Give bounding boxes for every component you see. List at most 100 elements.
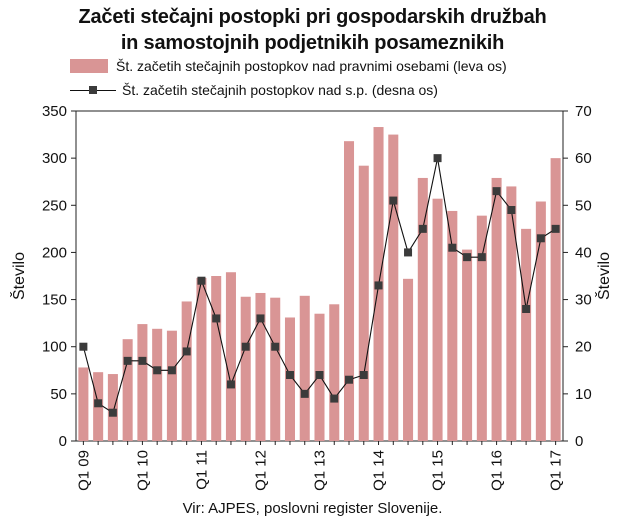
line-point xyxy=(271,342,280,351)
bar xyxy=(284,317,296,441)
x-tick-label: Q1 17 xyxy=(548,450,565,491)
bar xyxy=(137,324,148,441)
left-y-tick-label: 300 xyxy=(42,150,67,167)
line-point xyxy=(507,206,516,214)
line-point xyxy=(212,314,221,323)
bar xyxy=(329,304,340,441)
line-point xyxy=(418,224,427,233)
left-axis-title: Število xyxy=(9,252,28,300)
legend-bar-swatch xyxy=(70,59,108,73)
line-point xyxy=(477,253,486,262)
bar xyxy=(107,374,118,441)
line-point xyxy=(522,305,531,313)
bar xyxy=(270,297,281,441)
line-point xyxy=(359,371,368,379)
line-point xyxy=(79,342,88,351)
line-point xyxy=(536,234,545,243)
line-point xyxy=(404,248,413,257)
bar xyxy=(476,215,487,441)
line-point xyxy=(153,366,162,375)
line-point xyxy=(108,408,117,417)
source-note: Vir: AJPES, poslovni register Slovenije. xyxy=(182,500,443,517)
line-point xyxy=(345,375,354,384)
legend-line-marker xyxy=(89,86,97,94)
line-point xyxy=(182,347,191,356)
left-y-tick-label: 250 xyxy=(42,197,67,214)
bar xyxy=(299,295,310,441)
x-tick-label: Q1 12 xyxy=(252,450,269,491)
bar xyxy=(240,296,251,441)
right-y-tick-label: 60 xyxy=(575,150,592,167)
legend-item-bars: Št. začetih stečajnih postopkov nad prav… xyxy=(70,58,507,74)
x-tick-label: Q1 11 xyxy=(193,450,210,490)
right-y-tick-label: 40 xyxy=(575,244,592,261)
line-point xyxy=(448,243,457,252)
bar xyxy=(358,165,369,441)
bar xyxy=(417,177,428,441)
bar xyxy=(122,339,133,441)
bar xyxy=(166,330,177,441)
right-y-tick-label: 70 xyxy=(575,103,592,120)
line-point xyxy=(226,380,235,389)
line-point xyxy=(256,314,265,323)
legend-item-line: Št. začetih stečajnih postopkov nad s.p.… xyxy=(70,82,438,98)
line-point xyxy=(138,356,147,365)
legend-line-swatch xyxy=(70,83,116,97)
line-point xyxy=(551,224,560,233)
x-tick-label: Q1 14 xyxy=(371,450,388,491)
bar xyxy=(447,210,458,441)
x-tick-label: Q1 09 xyxy=(75,450,92,491)
bar xyxy=(506,186,517,441)
left-y-tick-label: 150 xyxy=(42,292,67,309)
right-axis-title: Število xyxy=(594,252,613,300)
bar xyxy=(521,228,532,441)
bar xyxy=(550,158,561,441)
left-y-tick-label: 200 xyxy=(42,244,67,261)
left-y-tick-label: 0 xyxy=(59,433,67,450)
x-tick-label: Q1 10 xyxy=(134,450,151,491)
line-point xyxy=(241,342,250,351)
bar xyxy=(196,277,207,441)
line-point xyxy=(167,366,176,375)
line-point xyxy=(197,276,206,285)
line-point xyxy=(433,154,442,163)
bar xyxy=(211,276,222,441)
right-y-tick-label: 20 xyxy=(575,339,592,356)
line-point xyxy=(389,196,398,205)
legend-line-label: Št. začetih stečajnih postopkov nad s.p.… xyxy=(122,82,438,98)
bar xyxy=(152,328,163,441)
line-point xyxy=(123,356,132,365)
x-tick-label: Q1 16 xyxy=(489,450,506,491)
bar xyxy=(403,278,414,441)
x-tick-label: Q1 13 xyxy=(312,450,329,491)
bar xyxy=(388,134,399,442)
left-y-tick-label: 50 xyxy=(50,386,67,403)
bar xyxy=(535,201,546,441)
chart-title-line2: in samostojnih podjetnikih posameznikih xyxy=(120,32,505,54)
right-y-tick-label: 30 xyxy=(575,292,592,309)
bar xyxy=(181,301,192,441)
chart-title-line1: Začeti stečajni postopki pri gospodarski… xyxy=(78,6,547,28)
bar xyxy=(491,177,502,441)
right-y-tick-label: 10 xyxy=(575,386,592,403)
bar xyxy=(462,249,473,441)
x-tick-label: Q1 15 xyxy=(430,450,447,491)
left-y-tick-label: 100 xyxy=(42,339,67,356)
right-y-tick-label: 0 xyxy=(575,433,583,450)
line-point xyxy=(285,371,294,379)
line-point xyxy=(300,389,309,398)
line-point xyxy=(492,187,501,196)
line-point xyxy=(374,281,383,290)
line-point xyxy=(315,371,324,379)
line-point xyxy=(330,394,339,403)
bar xyxy=(255,292,266,441)
bar xyxy=(432,198,443,441)
right-y-tick-label: 50 xyxy=(575,197,592,214)
left-y-tick-label: 350 xyxy=(42,103,67,120)
line-point xyxy=(463,253,472,262)
line-point xyxy=(94,399,103,408)
bar xyxy=(225,272,236,441)
bar xyxy=(78,367,89,441)
chart-title: Začeti stečajni postopki pri gospodarski… xyxy=(0,4,625,56)
